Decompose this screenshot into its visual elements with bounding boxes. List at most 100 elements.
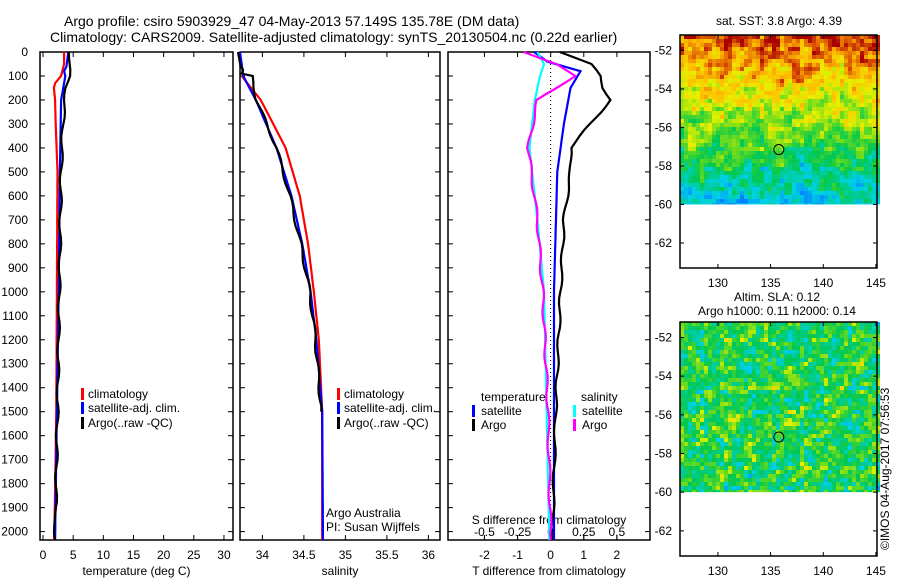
map-cell [688, 326, 692, 330]
map-cell [836, 71, 840, 75]
map-cell [784, 338, 788, 342]
map-cell [856, 143, 860, 147]
map-cell [724, 426, 728, 430]
map-cell [776, 334, 780, 338]
map-cell [832, 470, 836, 474]
map-cell [696, 199, 700, 203]
map-cell [692, 430, 696, 434]
map-cell [740, 107, 744, 111]
map-cell [764, 330, 768, 334]
map-cell [868, 95, 872, 99]
map-cell [728, 470, 732, 474]
map-cell [748, 366, 752, 370]
map-cell [736, 51, 740, 55]
map-cell [716, 87, 720, 91]
map-cell [808, 426, 812, 430]
map-cell [772, 107, 776, 111]
map-cell [852, 486, 856, 490]
map-cell [768, 450, 772, 454]
map-cell [836, 322, 840, 326]
map-cell [796, 203, 800, 205]
map-cell [876, 338, 880, 342]
map-cell [816, 334, 820, 338]
map-cell [808, 374, 812, 378]
map-cell [680, 454, 684, 458]
map-cell [708, 330, 712, 334]
map-cell [856, 199, 860, 203]
map-cell [728, 358, 732, 362]
map-cell [760, 366, 764, 370]
map-cell [708, 107, 712, 111]
map-cell [844, 378, 848, 382]
map-cell [788, 43, 792, 47]
map-cell [764, 183, 768, 187]
map-cell [816, 466, 820, 470]
map-cell [716, 43, 720, 47]
map-cell [796, 466, 800, 470]
map-cell [844, 59, 848, 63]
map-cell [768, 63, 772, 67]
map-cell [784, 47, 788, 51]
map-cell [824, 346, 828, 350]
map-cell [876, 374, 880, 378]
map-cell [736, 111, 740, 115]
map-cell [732, 422, 736, 426]
map-cell [696, 338, 700, 342]
map-cell [844, 398, 848, 402]
map-cell [816, 418, 820, 422]
map-cell [764, 83, 768, 87]
map-cell [724, 458, 728, 462]
map-cell [872, 51, 876, 55]
map-cell [716, 422, 720, 426]
map-cell [724, 171, 728, 175]
map-cell [700, 155, 704, 159]
map-cell [780, 107, 784, 111]
map-cell [680, 55, 684, 59]
map-cell [816, 103, 820, 107]
map-cell [732, 394, 736, 398]
legend-swatch [81, 417, 84, 429]
map-cell [848, 418, 852, 422]
map-cell [700, 442, 704, 446]
map-cell [768, 446, 772, 450]
map-cell [740, 454, 744, 458]
map-cell [792, 127, 796, 131]
map-cell [820, 446, 824, 450]
map-cell [728, 179, 732, 183]
map-cell [740, 167, 744, 171]
map-cell [832, 490, 836, 493]
map-cell [864, 91, 868, 95]
map-cell [680, 131, 684, 135]
map-cell [680, 410, 684, 414]
map-cell [816, 366, 820, 370]
map-cell [736, 466, 740, 470]
map-cell [784, 450, 788, 454]
map-cell [756, 490, 760, 493]
map-cell [724, 147, 728, 151]
map-cell [712, 462, 716, 466]
map-cell [856, 99, 860, 103]
map-cell [752, 139, 756, 143]
map-cell [824, 147, 828, 151]
map-cell [732, 414, 736, 418]
map-cell [800, 187, 804, 191]
map-cells [680, 322, 880, 493]
map-cell [872, 35, 876, 39]
map-cell [840, 350, 844, 354]
map-cell [728, 107, 732, 111]
map-cell [820, 482, 824, 486]
map-cell [692, 55, 696, 59]
map-cell [824, 151, 828, 155]
map-cell [736, 95, 740, 99]
map-cell [792, 175, 796, 179]
map-cell [752, 155, 756, 159]
map-cell [704, 123, 708, 127]
map-cell [688, 171, 692, 175]
map-cell [688, 478, 692, 482]
map-cell [876, 175, 880, 179]
y-tick-label: 1200 [1, 333, 28, 347]
map-cell [772, 127, 776, 131]
map-cell [760, 67, 764, 71]
map-cell [740, 482, 744, 486]
map-cell [824, 334, 828, 338]
